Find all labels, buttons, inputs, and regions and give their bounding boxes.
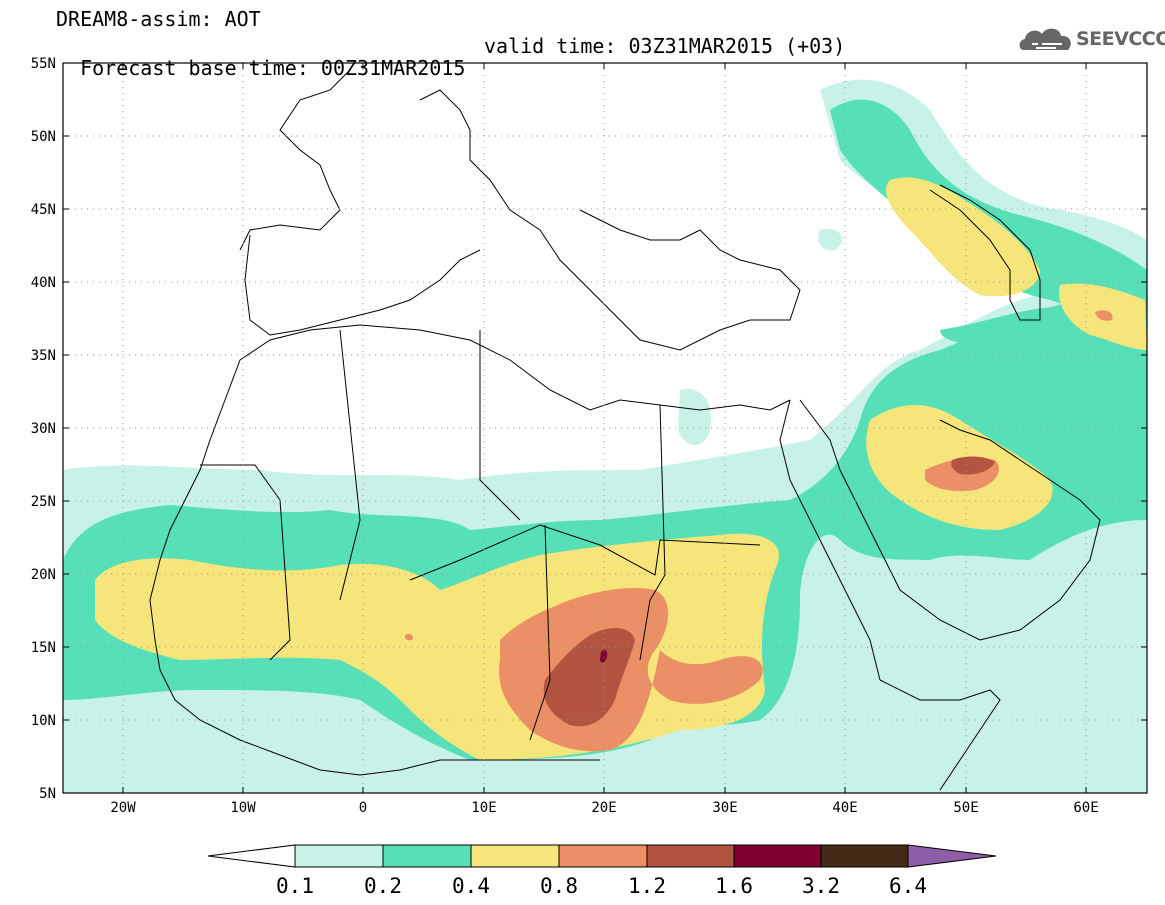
lon-label: 40E	[832, 800, 857, 816]
lat-label: 5N	[39, 786, 56, 802]
colorbar-swatch	[646, 844, 735, 868]
colorbar	[207, 844, 997, 868]
colorbar-label: 3.2	[802, 874, 840, 898]
colorbar-swatch	[820, 844, 909, 868]
lat-label: 40N	[31, 275, 56, 291]
colorbar-label: 1.6	[715, 874, 753, 898]
graticule	[63, 63, 1147, 793]
axis-ticks	[63, 62, 1147, 793]
forecast-times: Forecast base time: 00Z31MAR2015 valid t…	[56, 35, 845, 101]
colorbar-label: 0.4	[452, 874, 490, 898]
lat-label: 55N	[31, 56, 56, 72]
aot-contours	[63, 79, 1147, 793]
lon-label: 10E	[471, 800, 496, 816]
seevccc-logo: SEEVCCC	[1018, 22, 1165, 58]
lat-label: 25N	[31, 494, 56, 510]
coastlines	[149, 69, 1101, 791]
lon-label: 20E	[591, 800, 616, 816]
lon-label: 50E	[953, 800, 978, 816]
lon-label: 10W	[230, 800, 256, 816]
colorbar-label: 0.2	[364, 874, 402, 898]
colorbar-swatch	[558, 844, 648, 868]
lat-label: 35N	[31, 348, 56, 364]
lon-label: 0	[359, 800, 367, 816]
lon-labels: 20W 10W 0 10E 20E 30E 40E 50E 60E	[110, 800, 1098, 816]
map-title: DREAM8-assim: AOT	[56, 7, 261, 31]
base-time: Forecast base time: 00Z31MAR2015	[80, 56, 466, 80]
colorbar-label: 0.1	[276, 874, 314, 898]
lat-label: 45N	[31, 202, 56, 218]
colorbar-label: 0.8	[540, 874, 578, 898]
valid-time: valid time: 03Z31MAR2015 (+03)	[484, 34, 846, 58]
colorbar-swatch	[733, 844, 822, 868]
lat-label: 20N	[31, 567, 56, 583]
colorbar-label: 6.4	[889, 874, 927, 898]
lon-label: 20W	[110, 800, 136, 816]
lon-label: 60E	[1073, 800, 1098, 816]
lat-label: 10N	[31, 713, 56, 729]
colorbar-labels: 0.1 0.2 0.4 0.8 1.2 1.6 3.2 6.4	[276, 874, 927, 898]
colorbar-arrow-low	[207, 844, 296, 868]
colorbar-swatch	[294, 844, 384, 868]
cloud-icon	[1019, 28, 1071, 50]
colorbar-arrow-high	[907, 844, 997, 868]
colorbar-swatch	[382, 844, 472, 868]
colorbar-swatch	[470, 844, 560, 868]
lat-label: 30N	[31, 421, 56, 437]
lat-label: 50N	[31, 129, 56, 145]
lat-label: 15N	[31, 640, 56, 656]
lon-label: 30E	[712, 800, 737, 816]
colorbar-label: 1.2	[628, 874, 666, 898]
logo-text: SEEVCCC	[1076, 28, 1165, 50]
lat-labels: 55N 50N 45N 40N 35N 30N 25N 20N 15N 10N …	[31, 56, 56, 802]
